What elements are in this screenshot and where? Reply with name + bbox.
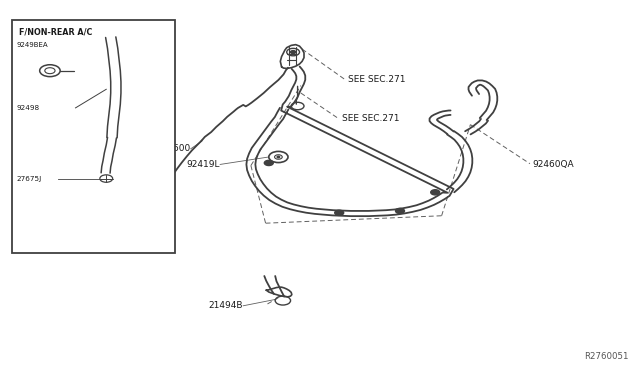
Text: 92498: 92498: [17, 105, 40, 111]
Text: 924600: 924600: [156, 144, 191, 153]
Text: 27675J: 27675J: [17, 176, 42, 182]
Text: R2760051: R2760051: [584, 352, 628, 361]
Text: SEE SEC.271: SEE SEC.271: [342, 114, 399, 123]
Circle shape: [396, 208, 404, 214]
Text: F/NON-REAR A/C: F/NON-REAR A/C: [19, 28, 93, 37]
Circle shape: [264, 160, 273, 166]
Text: 92419L: 92419L: [187, 160, 220, 169]
Text: 92460QA: 92460QA: [532, 160, 574, 169]
Circle shape: [431, 190, 440, 195]
Text: 21494B: 21494B: [209, 301, 243, 310]
Text: 9249BEA: 9249BEA: [17, 42, 48, 48]
Circle shape: [277, 156, 280, 158]
Bar: [12, 20, 175, 253]
Circle shape: [335, 210, 344, 215]
Text: SEE SEC.271: SEE SEC.271: [348, 75, 406, 84]
Circle shape: [291, 51, 296, 54]
